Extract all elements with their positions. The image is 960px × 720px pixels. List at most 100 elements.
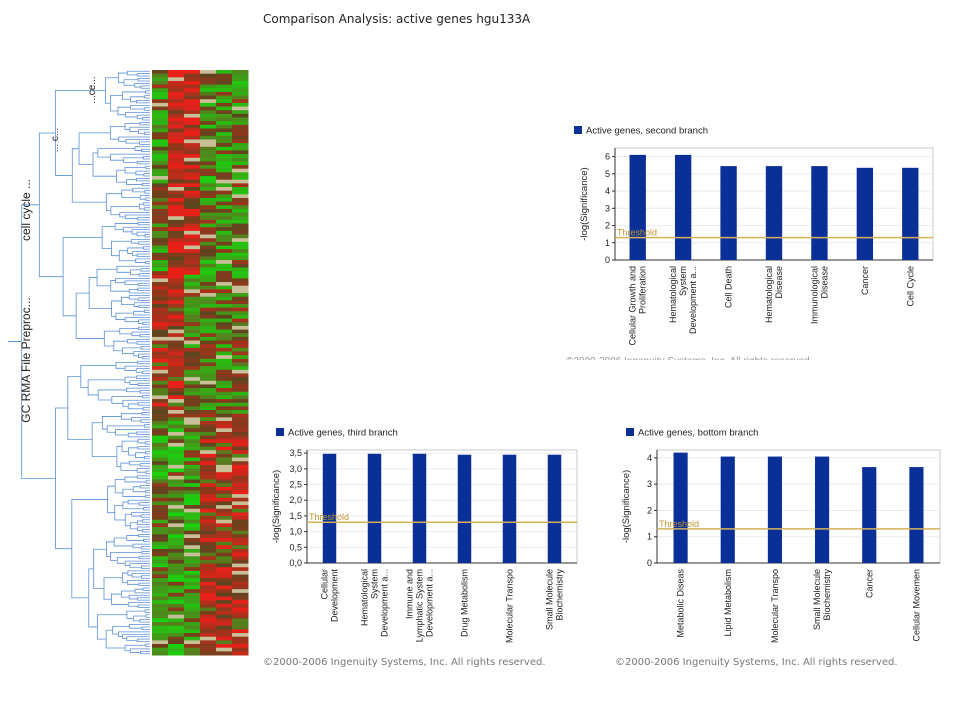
bar (856, 167, 874, 260)
heatmap-cell (184, 183, 201, 188)
heatmap-cell (168, 508, 185, 513)
dendrogram-heatmap: GC RMA File Preproc... cell cycle ... ... … (0, 60, 249, 656)
heatmap-cell (200, 150, 217, 155)
heatmap-cell (168, 483, 185, 488)
heatmap-cell (200, 629, 217, 634)
heatmap-cell (184, 197, 201, 203)
heatmap-cell (168, 431, 185, 437)
dendrogram-branch (143, 107, 150, 111)
heatmap-cell (168, 417, 185, 422)
heatmap-cell (168, 527, 185, 532)
heatmap-cell (200, 431, 217, 437)
dendrogram-branch (112, 625, 130, 635)
bar (811, 166, 828, 260)
heatmap-cell (184, 347, 201, 353)
heatmap-cell (168, 388, 185, 393)
heatmap-cell (216, 340, 233, 345)
heatmap-cell (216, 530, 233, 535)
heatmap-cell (168, 534, 185, 539)
heatmap-cell (184, 457, 201, 462)
heatmap-cell (216, 592, 233, 597)
heatmap-cell (232, 563, 249, 568)
heatmap-cell (232, 516, 249, 521)
heatmap-cell (152, 490, 169, 495)
heatmap-cell (168, 124, 185, 129)
heatmap-cell (184, 143, 201, 148)
heatmap-cell (216, 501, 233, 506)
heatmap-cell (152, 99, 169, 104)
heatmap-cell (232, 70, 249, 75)
heatmap-cell (184, 453, 201, 459)
heatmap-cell (168, 501, 185, 506)
heatmap-cell (152, 530, 169, 535)
heatmap-cell (232, 132, 249, 137)
heatmap-cell (216, 161, 233, 166)
heatmap-cell (216, 300, 233, 305)
heatmap-cell (152, 187, 169, 192)
heatmap-cell (168, 603, 185, 608)
dendrogram-branch (75, 292, 105, 339)
heatmap-cell (216, 497, 233, 502)
heatmap-cell (216, 519, 233, 524)
chart-third-branch-svg: Active genes, third branch 0,0 0,5 1,0 1,5 2,… (271, 428, 578, 643)
heatmap-cell (184, 450, 201, 455)
heatmap-cell (200, 508, 217, 513)
heatmap-cell (232, 625, 249, 630)
dendrogram-branch (142, 321, 150, 326)
heatmap-cell (216, 388, 233, 393)
heatmap-cell (152, 267, 169, 272)
heatmap-cell (184, 618, 201, 623)
dendrogram-branch (110, 552, 142, 561)
heatmap-cell (200, 154, 217, 159)
dendrogram-branch (141, 546, 150, 550)
heatmap-cell (216, 91, 233, 97)
heatmap-cell (184, 304, 201, 309)
dendrogram-branch (131, 331, 150, 337)
heatmap-cell (200, 377, 217, 382)
dendrogram-branch (142, 395, 150, 399)
heatmap-cell (184, 132, 201, 137)
dendrogram-branch (88, 568, 98, 628)
heatmap-cell (184, 187, 201, 192)
heatmap-cell (168, 110, 185, 115)
heatmap-cell (168, 538, 185, 543)
y-tick-label: 1,0 (289, 527, 302, 537)
heatmap-cell (168, 102, 185, 108)
heatmap-cell (184, 201, 201, 206)
heatmap-cell (200, 205, 217, 210)
heatmap-cell (200, 589, 217, 594)
heatmap-cell (152, 563, 169, 568)
heatmap-cell (168, 497, 185, 502)
heatmap-cell (152, 516, 169, 521)
heatmap-cell (232, 106, 249, 111)
heatmap-cell (200, 548, 217, 554)
heatmap-cell (216, 252, 233, 257)
heatmap-cell (184, 124, 201, 129)
heatmap-cell (152, 402, 169, 407)
heatmap-cell (232, 124, 249, 129)
heatmap-cell (168, 274, 185, 279)
copyright-third: ©2000-2006 Ingenuity Systems, Inc. All r… (263, 657, 546, 668)
heatmap-cell (232, 629, 249, 634)
heatmap-cell (232, 567, 249, 572)
heatmap-cell (184, 260, 201, 265)
heatmap-cell (152, 589, 169, 594)
heatmap-cell (216, 223, 233, 228)
heatmap-cell (232, 472, 249, 477)
heatmap-cell (152, 424, 169, 429)
heatmap-cell (152, 391, 169, 396)
heatmap-cell (200, 106, 217, 111)
heatmap-cell (184, 336, 201, 342)
bar (457, 454, 472, 563)
bar (902, 167, 919, 260)
heatmap-cell (152, 70, 169, 75)
heatmap-cell (232, 596, 249, 601)
heatmap-cell (216, 278, 233, 283)
heatmap-cell (216, 559, 233, 565)
heatmap-cell (232, 501, 249, 506)
heatmap-cell (184, 340, 201, 345)
heatmap-cell (184, 110, 201, 115)
dendrogram-branch (93, 548, 107, 589)
heatmap-cell (216, 216, 233, 221)
heatmap-cell (168, 260, 185, 265)
